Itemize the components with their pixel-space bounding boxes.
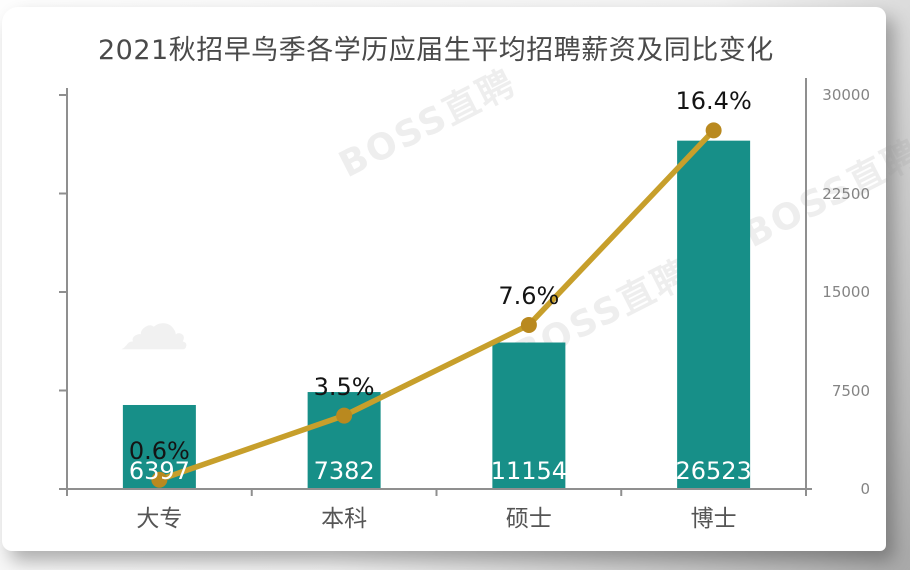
yoy-point-大专 [151,471,168,488]
yoy-point-博士 [705,122,722,139]
yoy-point-本科 [336,407,353,424]
chart-title: 2021秋招早鸟季各学历应届生平均招聘薪资及同比变化 [98,35,774,66]
yoy-change-line [156,127,717,483]
bar-博士 [677,140,751,489]
bar-本科 [307,392,381,489]
bar-硕士 [492,342,566,489]
yoy-point-硕士 [520,316,537,333]
